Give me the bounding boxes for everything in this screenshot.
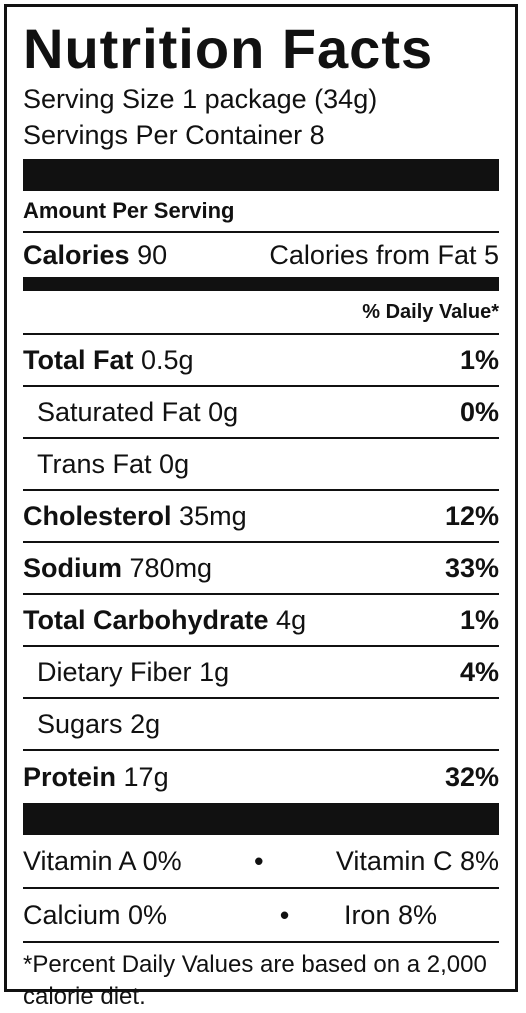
nutrient-row-sugars: Sugars 2g (23, 699, 499, 751)
nutrition-facts-label: Nutrition Facts Serving Size 1 package (… (4, 4, 518, 1010)
nutrient-amount: 0.5g (141, 344, 194, 375)
nutrient-name: Protein (23, 761, 117, 792)
nutrient-cell: Protein 17g (23, 762, 169, 793)
amount-per-serving: Amount Per Serving (23, 191, 499, 233)
vitamin-left: Calcium 0% (23, 899, 168, 930)
nutrient-row-protein: Protein 17g 32% (23, 751, 499, 803)
calories-label: Calories (23, 240, 130, 270)
nutrient-cell: Cholesterol 35mg (23, 501, 247, 532)
daily-value-header-text: % Daily Value* (362, 300, 499, 323)
label-content: Nutrition Facts Serving Size 1 package (… (23, 7, 499, 1010)
amount-per-serving-text: Amount Per Serving (23, 198, 235, 223)
calories-value: 90 (137, 240, 168, 270)
nutrient-amount: 2g (130, 708, 161, 739)
medium-divider (23, 277, 499, 291)
thick-divider (23, 159, 499, 191)
nutrient-cell: Saturated Fat 0g (37, 397, 238, 428)
nutrient-amount: 1g (199, 656, 230, 687)
calories-from-fat: Calories from Fat 5 (269, 240, 499, 270)
thick-divider (23, 803, 499, 835)
nutrient-cell: Trans Fat 0g (37, 449, 189, 480)
servings-per-container: Servings Per Container 8 (23, 120, 325, 150)
nutrient-daily-value: 1% (459, 604, 499, 635)
nutrient-name: Total Carbohydrate (23, 604, 269, 635)
nutrient-cell: Total Fat 0.5g (23, 345, 194, 376)
nutrient-row-saturated-fat: Saturated Fat 0g 0% (23, 387, 499, 439)
bullet-separator: • (254, 845, 264, 876)
nutrient-row-total-carbohydrate: Total Carbohydrate 4g 1% (23, 595, 499, 647)
nutrient-name: Dietary Fiber (37, 656, 192, 687)
nutrient-cell: Sodium 780mg (23, 553, 212, 584)
calories-row: Calories 90 Calories from Fat 5 (23, 233, 499, 277)
nutrient-daily-value: 33% (444, 552, 499, 583)
nutrient-amount: 780mg (129, 552, 213, 583)
calories-cell: Calories 90 (23, 233, 167, 277)
nutrient-amount: 35mg (179, 500, 247, 531)
vitamin-left: Vitamin A 0% (23, 845, 182, 876)
vitamin-row: Vitamin A 0% • Vitamin C 8% (23, 835, 499, 889)
nutrient-cell: Sugars 2g (37, 709, 160, 740)
nutrient-daily-value: 4% (459, 656, 499, 687)
nutrient-name: Saturated Fat (37, 396, 201, 427)
nutrient-amount: 0g (159, 448, 190, 479)
nutrient-row-cholesterol: Cholesterol 35mg 12% (23, 491, 499, 543)
bullet-separator: • (279, 899, 290, 930)
nutrient-name: Cholesterol (23, 500, 172, 531)
serving-size: Serving Size 1 package (34g) (23, 84, 378, 114)
nutrient-amount: 0g (208, 396, 239, 427)
vitamin-row: Calcium 0% • Iron 8% (23, 889, 499, 943)
nutrient-row-sodium: Sodium 780mg 33% (23, 543, 499, 595)
nutrient-daily-value: 12% (444, 500, 499, 531)
nutrient-name: Sugars (37, 708, 123, 739)
nutrient-amount: 17g (123, 761, 169, 792)
daily-value-header: % Daily Value* (23, 291, 499, 335)
vitamin-right: Iron 8% (343, 899, 437, 930)
label-title: Nutrition Facts (23, 17, 434, 80)
nutrient-name: Sodium (23, 552, 122, 583)
nutrient-cell: Dietary Fiber 1g (37, 657, 229, 688)
nutrient-daily-value: 0% (459, 396, 499, 427)
nutrient-name: Trans Fat (37, 448, 152, 479)
nutrient-cell: Total Carbohydrate 4g (23, 605, 306, 636)
nutrient-row-trans-fat: Trans Fat 0g (23, 439, 499, 491)
nutrient-amount: 4g (276, 604, 307, 635)
nutrient-daily-value: 1% (459, 344, 499, 375)
nutrient-row-dietary-fiber: Dietary Fiber 1g 4% (23, 647, 499, 699)
nutrient-name: Total Fat (23, 344, 134, 375)
vitamin-right: Vitamin C 8% (335, 845, 499, 876)
nutrient-daily-value: 32% (444, 761, 499, 792)
footnote: *Percent Daily Values are based on a 2,0… (23, 951, 487, 1010)
nutrient-row-total-fat: Total Fat 0.5g 1% (23, 335, 499, 387)
